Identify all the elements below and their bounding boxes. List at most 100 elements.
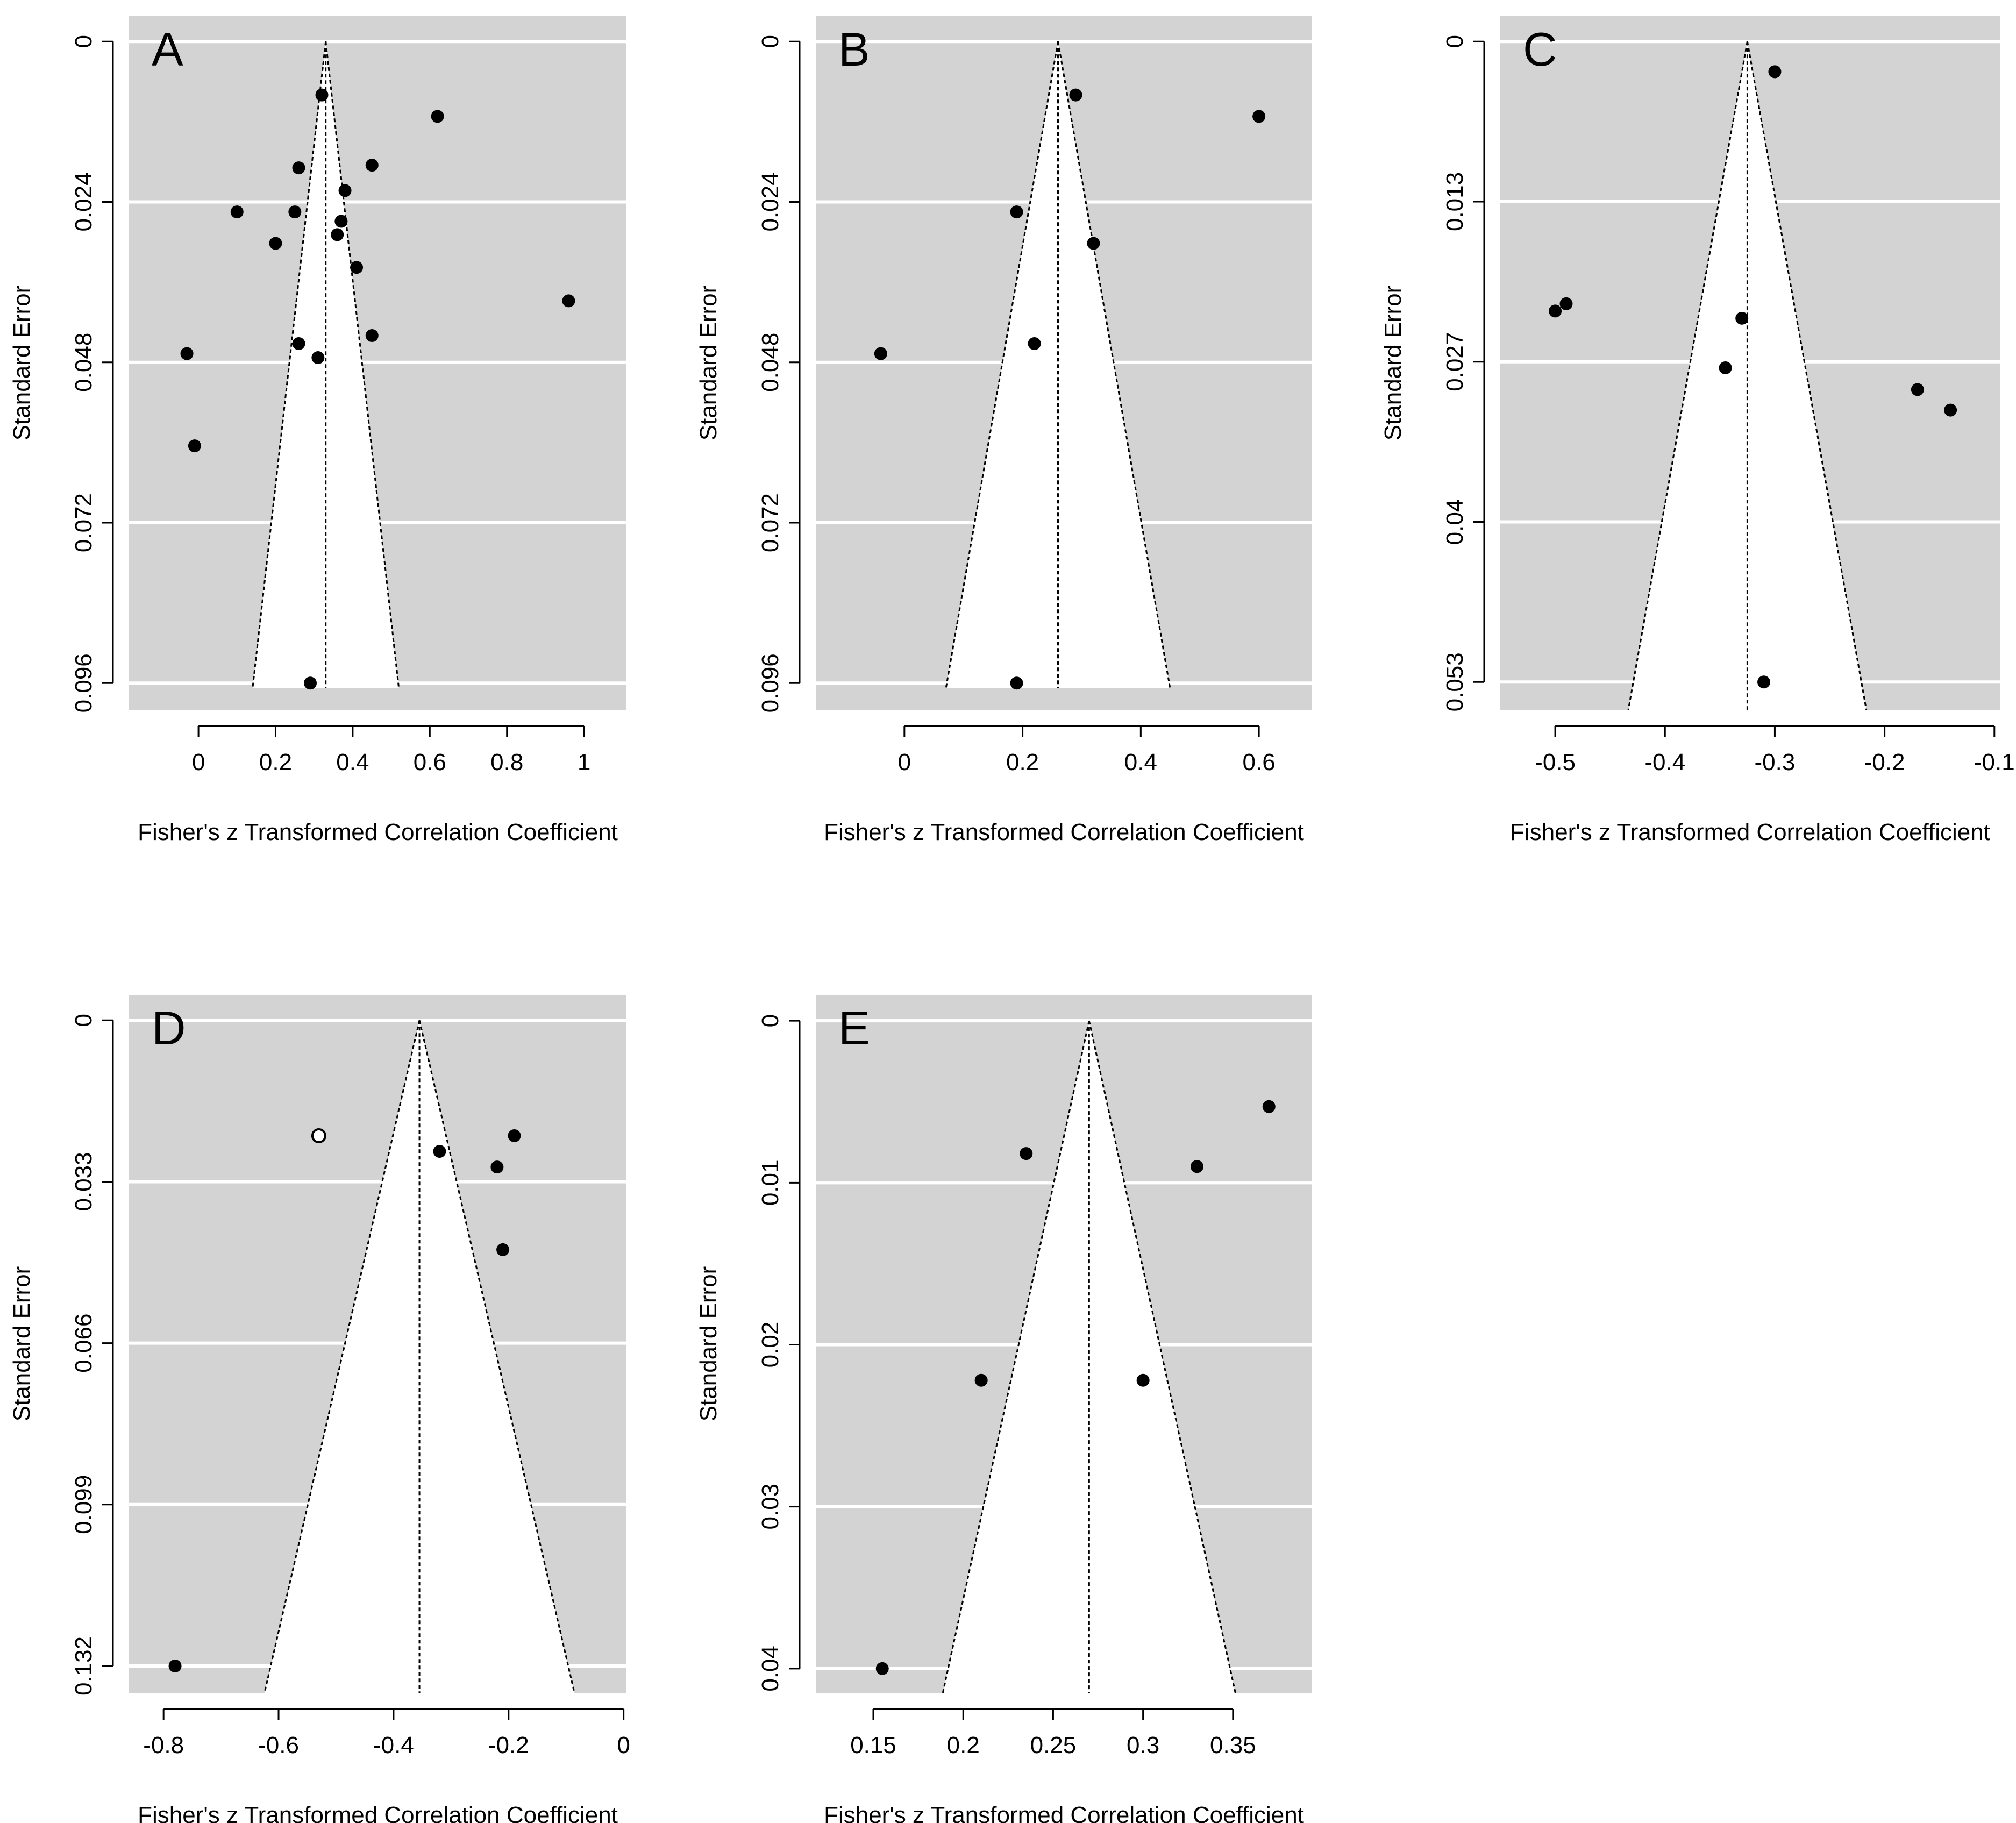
y-tick-label: 0.072 <box>70 493 97 552</box>
y-axis-title: Standard Error <box>9 286 35 441</box>
y-tick-label: 0.027 <box>1442 332 1468 391</box>
x-axis-title: Fisher's z Transformed Correlation Coeff… <box>824 1802 1304 1823</box>
study-point <box>292 161 305 175</box>
x-tick-label: 0.15 <box>850 1732 896 1758</box>
study-point <box>1735 311 1749 325</box>
x-tick-label: -0.2 <box>1864 749 1905 775</box>
y-tick-label: 0.096 <box>757 653 783 713</box>
y-tick-label: 0.024 <box>757 172 783 231</box>
study-point <box>1190 1160 1203 1173</box>
y-tick-label: 0.024 <box>70 172 97 231</box>
study-point <box>365 329 379 343</box>
panel-label: E <box>838 1001 870 1055</box>
y-tick-label: 0.033 <box>70 1152 97 1211</box>
panel-e: 0.15 0.2 0.25 0.3 0.35 0 0.01 0.02 0.03 0.04 Fishe… <box>695 995 1312 1823</box>
panel-a: 0 0.2 0.4 0.6 0.8 1 0 0.024 0.048 0.072 0.096 Fishe… <box>9 16 626 845</box>
y-tick-label: 0.03 <box>757 1484 783 1530</box>
study-point <box>496 1243 510 1256</box>
panel-label: B <box>838 23 870 76</box>
y-tick-label: 0.013 <box>1442 172 1468 231</box>
x-tick-label: -0.6 <box>258 1732 299 1758</box>
study-point <box>1028 337 1041 350</box>
study-point <box>230 205 244 219</box>
study-point <box>431 110 444 123</box>
study-point <box>1262 1100 1276 1113</box>
panel-d: -0.8 -0.6 -0.4 -0.2 0 0 0.033 0.066 0.099 0.132 Fi… <box>9 995 630 1823</box>
y-tick-label: 0.072 <box>757 493 783 552</box>
funnel-right-boundary <box>1088 1020 1236 1693</box>
x-tick-label: -0.3 <box>1755 749 1796 775</box>
y-tick-label: 0.04 <box>1442 499 1468 545</box>
y-tick-label: 0.04 <box>757 1646 783 1692</box>
study-point <box>315 88 329 102</box>
y-tick-label: 0 <box>70 35 97 48</box>
funnel-right-boundary <box>325 41 400 688</box>
y-tick-label: 0.099 <box>70 1475 97 1534</box>
study-point <box>1010 676 1023 690</box>
study-point <box>1549 304 1562 318</box>
x-tick-label: 0.35 <box>1210 1732 1256 1758</box>
x-tick-label: 0.2 <box>259 749 292 775</box>
study-point <box>1757 675 1771 689</box>
study-point <box>1136 1373 1150 1387</box>
y-tick-label: 0 <box>70 1014 97 1027</box>
x-tick-label: 0.2 <box>1006 749 1039 775</box>
study-point <box>168 1659 182 1672</box>
y-tick-label: 0.096 <box>70 653 97 713</box>
y-tick-label: 0 <box>1442 35 1468 48</box>
x-tick-label: 0.3 <box>1127 1732 1159 1758</box>
imputed-study-point <box>311 1128 326 1143</box>
x-tick-label: -0.1 <box>1974 749 2015 775</box>
study-point <box>974 1373 988 1387</box>
study-point <box>1252 110 1266 123</box>
y-axis-title: Standard Error <box>1380 286 1406 441</box>
x-tick-label: 0.4 <box>336 749 369 775</box>
funnel-right-boundary <box>418 1020 575 1693</box>
study-point <box>350 261 364 274</box>
study-point <box>1010 205 1023 219</box>
x-tick-label: -0.4 <box>1644 749 1685 775</box>
y-tick-label: 0.048 <box>757 333 783 392</box>
panel-label: D <box>152 1001 186 1055</box>
funnel-left-boundary <box>252 41 327 688</box>
funnel-region <box>1628 41 1867 710</box>
x-tick-label: -0.4 <box>373 1732 414 1758</box>
y-tick-label: 0 <box>757 1014 783 1027</box>
y-axis-title: Standard Error <box>695 1266 722 1422</box>
x-tick-label: -0.8 <box>143 1732 184 1758</box>
x-tick-label: 0.8 <box>490 749 523 775</box>
funnel-left-boundary <box>942 1020 1090 1693</box>
x-tick-label: -0.2 <box>488 1732 529 1758</box>
study-point <box>874 347 887 360</box>
study-point <box>1768 65 1782 79</box>
study-point <box>1911 383 1924 396</box>
panel-b: 0 0.2 0.4 0.6 0 0.024 0.048 0.072 0.096 Fisher's … <box>695 16 1312 845</box>
study-point <box>311 351 325 365</box>
x-tick-label: 0.6 <box>414 749 446 775</box>
study-point <box>269 237 282 250</box>
panel-label: C <box>1523 23 1557 76</box>
study-point <box>365 159 379 172</box>
study-point <box>331 228 344 241</box>
x-tick-label: 1 <box>578 749 590 775</box>
y-tick-label: 0.02 <box>757 1322 783 1368</box>
y-axis-title: Standard Error <box>9 1266 35 1422</box>
funnel-left-boundary <box>1627 41 1748 710</box>
y-tick-label: 0.053 <box>1442 652 1468 711</box>
study-point <box>508 1129 521 1142</box>
x-tick-label: 0.2 <box>947 1732 980 1758</box>
study-point <box>1559 297 1573 310</box>
y-tick-label: 0.132 <box>70 1636 97 1696</box>
study-point <box>338 184 352 197</box>
panel-label: A <box>152 23 183 76</box>
x-axis-title: Fisher's z Transformed Correlation Coeff… <box>824 819 1304 845</box>
x-tick-label: 0.4 <box>1124 749 1157 775</box>
y-tick-label: 0 <box>757 35 783 48</box>
study-point <box>1069 88 1082 102</box>
study-point <box>490 1160 504 1174</box>
y-tick-label: 0.01 <box>757 1160 783 1206</box>
study-point <box>875 1662 889 1675</box>
x-tick-label: -0.5 <box>1535 749 1576 775</box>
study-point <box>1087 237 1100 250</box>
x-tick-label: 0 <box>617 1732 630 1758</box>
